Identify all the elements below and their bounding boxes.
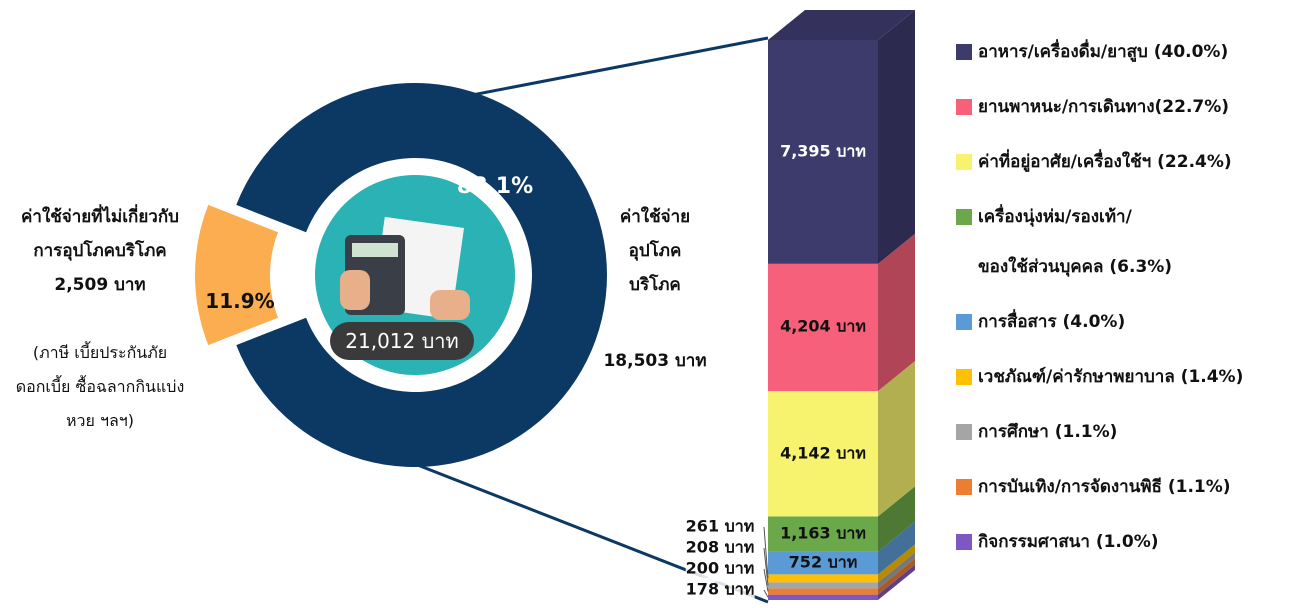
value-label: 7,395 บาท [780, 141, 866, 161]
bar-segment [768, 551, 878, 575]
calculator-icon [340, 216, 470, 320]
legend-swatch [956, 314, 972, 330]
legend-label: กิจกรรมศาสนา (1.0%) [978, 532, 1159, 552]
center-label: 21,012 บาท [330, 322, 474, 360]
value-label: 4,142 บาท [780, 443, 866, 463]
bar-side [878, 10, 915, 264]
bar-top [768, 10, 915, 40]
category-label: ค่าใช้จ่ายที่ไม่เกี่ยวกับ การอุปโภคบริโภ… [21, 207, 179, 261]
leader-line [763, 568, 769, 592]
leader-line [763, 526, 769, 579]
legend-label: เวชภัณฑ์/ค่ารักษาพยาบาล (1.4%) [978, 367, 1244, 387]
slice-label: 11.9% [205, 289, 275, 313]
legend-swatch [956, 99, 972, 115]
bar-segment [768, 40, 878, 264]
legend-swatch [956, 479, 972, 495]
amount-label: 18,503 บาท [603, 351, 707, 371]
bar-side [878, 564, 915, 600]
value-label: 752 บาท [788, 552, 858, 572]
bar-side [878, 544, 915, 583]
slice-label: 88.1% [456, 174, 534, 199]
leader-line [763, 589, 769, 598]
legend-swatch [956, 534, 972, 550]
bar-segment [768, 582, 878, 589]
value-label: 200 บาท [685, 556, 755, 582]
legend-label: ค่าที่อยู่อาศัย/เครื่องใช้ฯ (22.4%) [978, 152, 1232, 172]
legend-label: การสื่อสาร (4.0%) [978, 312, 1126, 332]
value-label: 1,163 บาท [780, 523, 866, 543]
bar-segment [768, 588, 878, 595]
value-label: 4,204 บาท [780, 316, 866, 336]
legend-label: การบันเทิง/การจัดงานพิธี (1.1%) [978, 477, 1231, 497]
legend-label: การศึกษา (1.1%) [978, 422, 1118, 442]
amount-label: 2,509 บาท [54, 275, 146, 295]
value-label: 178 บาท [685, 577, 755, 603]
annotation: (ภาษี เบี้ยประกันภัย ดอกเบี้ย ซื้อฉลากกิ… [15, 343, 185, 430]
bar-segment [768, 574, 878, 583]
legend-swatch [956, 424, 972, 440]
bar-side [878, 521, 915, 575]
legend-swatch [956, 44, 972, 60]
bar-side [878, 486, 915, 552]
legend-swatch [956, 369, 972, 385]
legend-swatch [956, 209, 972, 225]
bar-segment [768, 391, 878, 517]
value-label: 261 บาท [685, 514, 755, 540]
bar-segment [768, 516, 878, 552]
bar-segment [768, 594, 878, 600]
leader-line [763, 547, 769, 586]
bar-side [878, 558, 915, 595]
bar-segment [768, 263, 878, 392]
bar-side [878, 233, 915, 392]
value-label: 208 บาท [685, 535, 755, 561]
legend-swatch [956, 154, 972, 170]
category-label: ค่าใช้จ่าย อุปโภค บริโภค [619, 207, 691, 295]
legend-label: ยานพาหนะ/การเดินทาง(22.7%) [978, 97, 1230, 117]
legend-label: อาหาร/เครื่องดื่ม/ยาสูบ (40.0%) [978, 42, 1229, 62]
donut-slice [194, 204, 279, 346]
donut-slice [236, 83, 607, 468]
bar-side [878, 361, 915, 517]
legend-label: เครื่องนุ่งห่ม/รองเท้า/ ของใช้ส่วนบุคคล … [978, 207, 1173, 277]
bar-side [878, 552, 915, 589]
